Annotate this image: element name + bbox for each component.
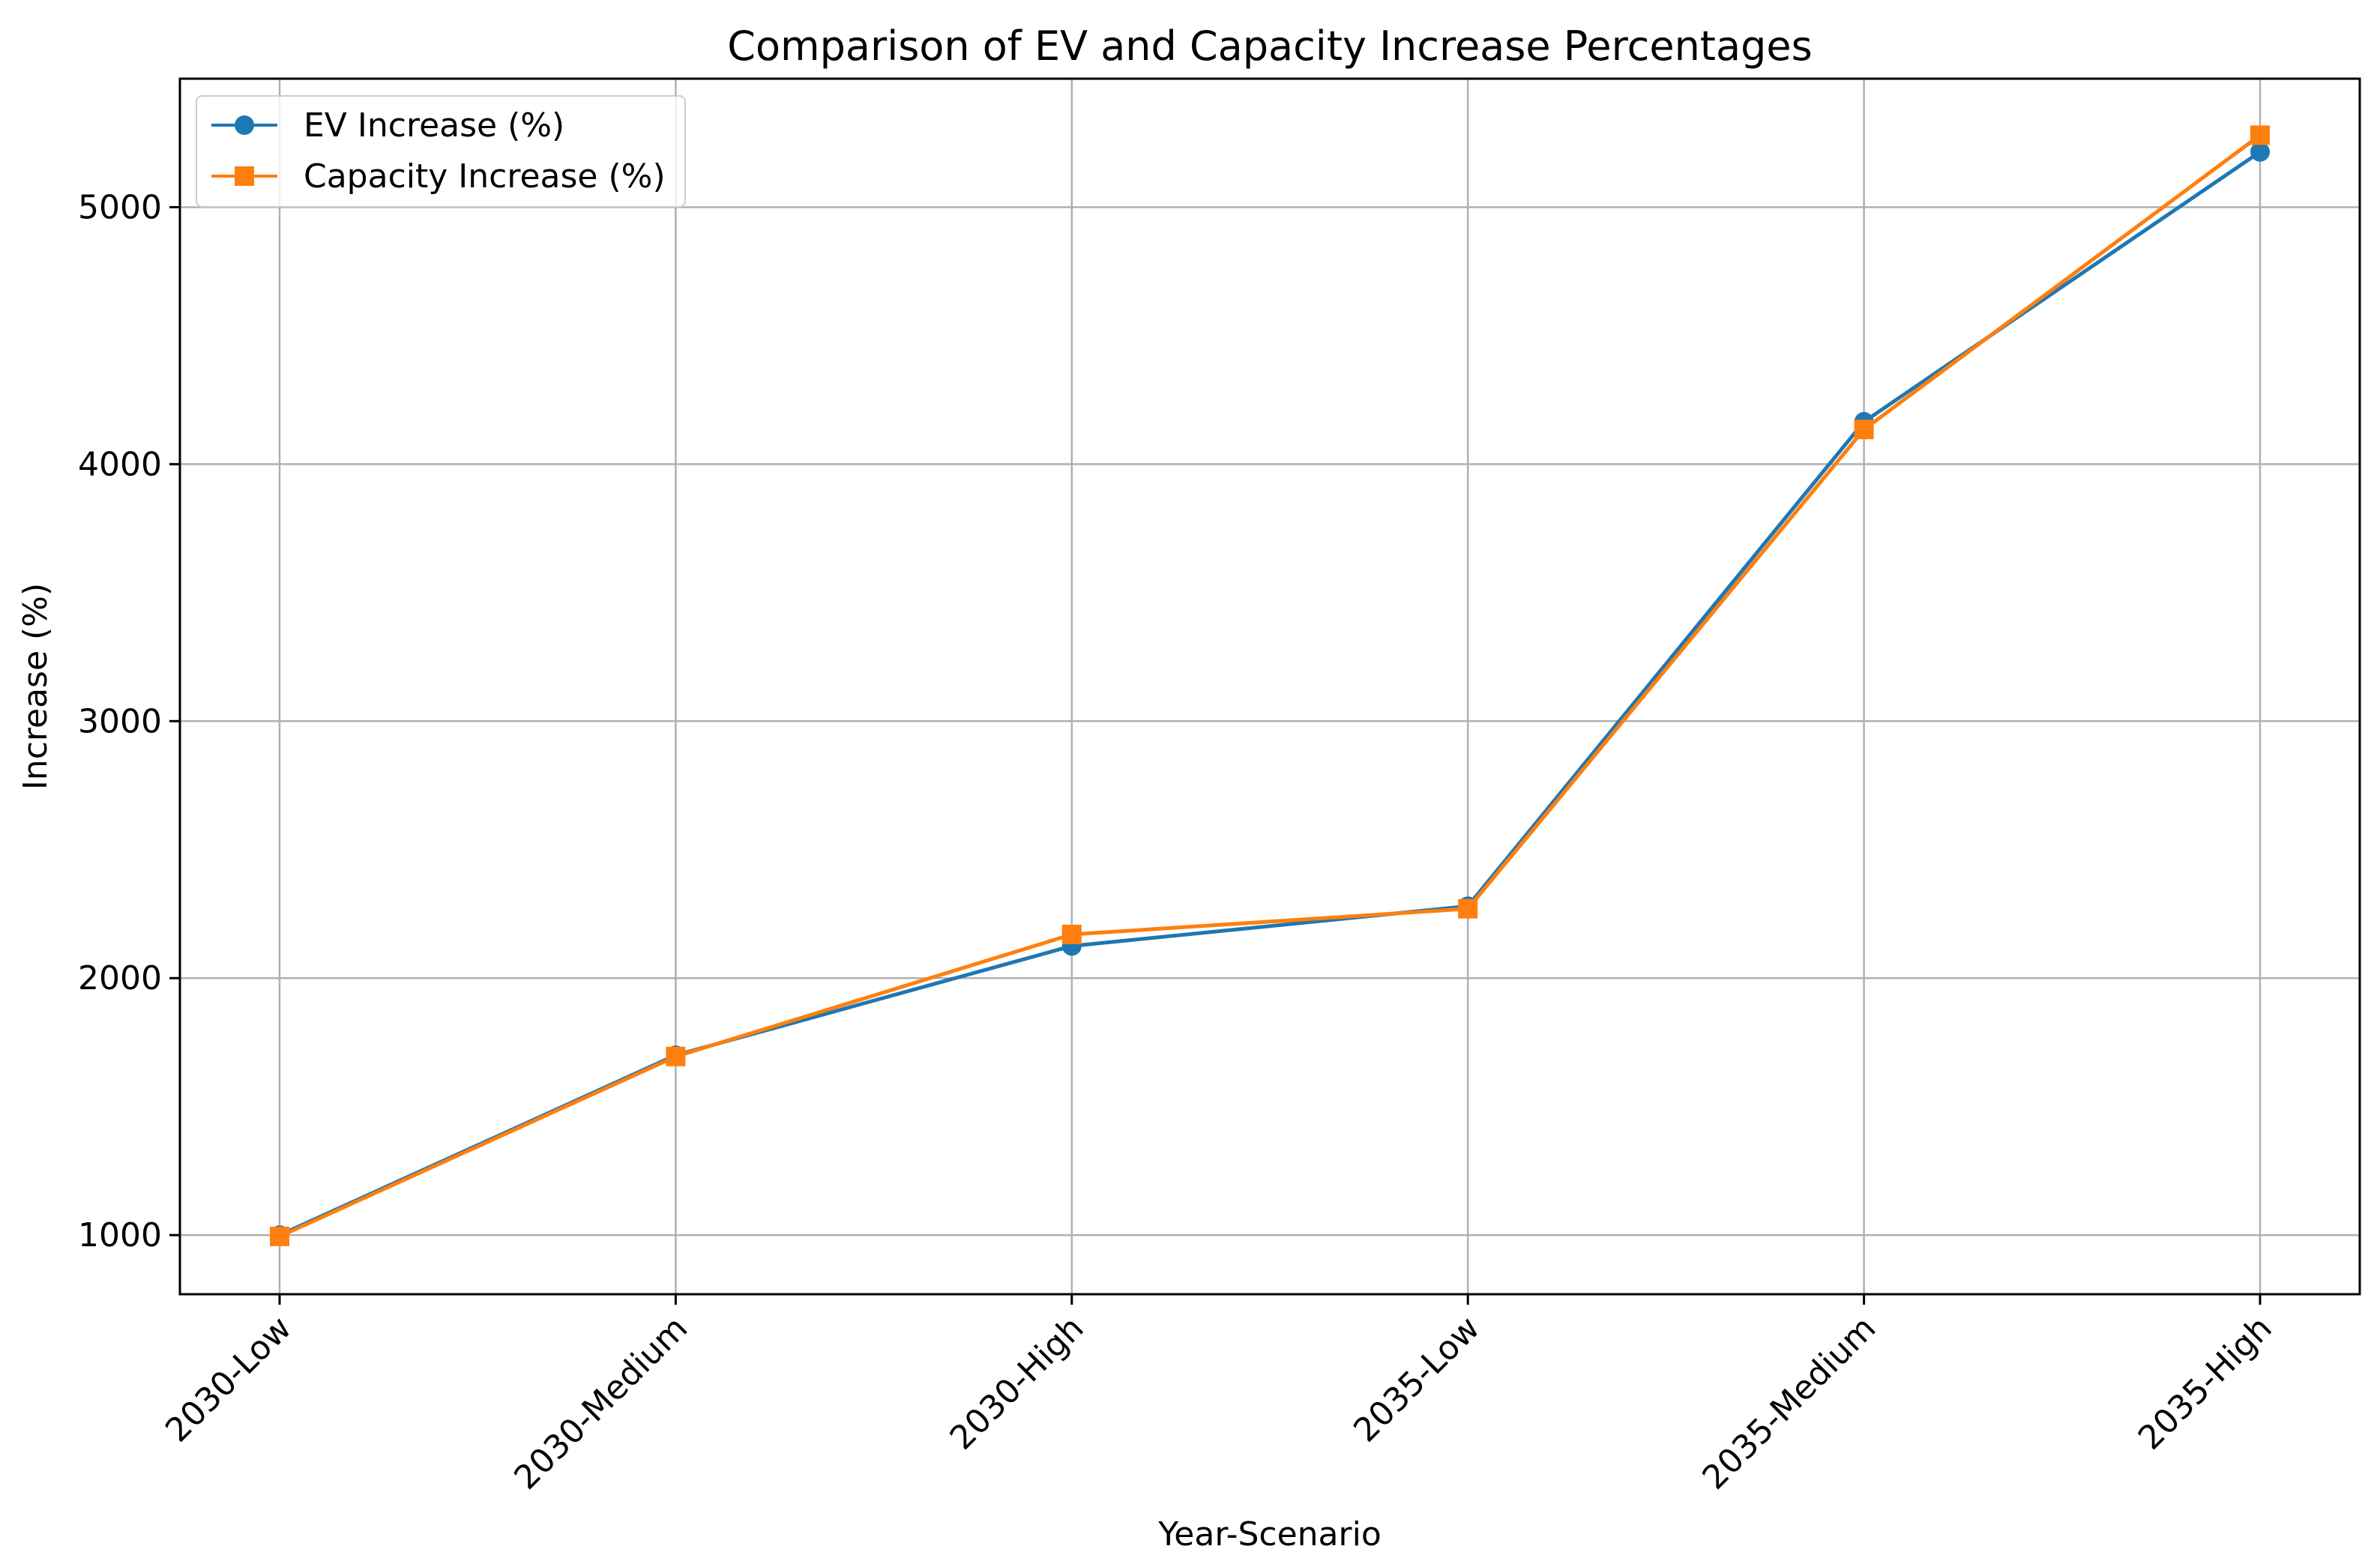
point-s1-1 xyxy=(666,1046,686,1066)
legend-label-ev: EV Increase (%) xyxy=(304,106,564,145)
series-layer xyxy=(270,125,2270,1246)
y-tick-label-3000: 3000 xyxy=(78,702,162,740)
legend-marker-ev xyxy=(235,115,254,135)
y-tick-label-5000: 5000 xyxy=(78,188,162,226)
y-tick-label-1000: 1000 xyxy=(78,1216,162,1254)
point-s1-3 xyxy=(1458,899,1478,919)
chart-title: Comparison of EV and Capacity Increase P… xyxy=(727,22,1812,70)
point-s1-2 xyxy=(1061,924,1082,944)
y-axis-ticks: 1000 2000 3000 4000 5000 xyxy=(78,188,180,1254)
legend-entry-capacity: Capacity Increase (%) xyxy=(211,157,666,196)
y-tick-label-4000: 4000 xyxy=(78,445,162,483)
legend-box xyxy=(196,95,686,208)
point-s1-4 xyxy=(1854,420,1874,440)
x-axis-title: Year-Scenario xyxy=(1157,1515,1382,1554)
legend: EV Increase (%) Capacity Increase (%) xyxy=(196,95,686,208)
y-tick-label-2000: 2000 xyxy=(78,959,162,997)
point-s1-0 xyxy=(270,1226,289,1246)
legend-marker-capacity xyxy=(235,166,254,186)
series-line-1 xyxy=(278,133,2262,1239)
point-s1-5 xyxy=(2250,125,2270,145)
y-axis-title: Increase (%) xyxy=(16,583,55,790)
point-s0-5 xyxy=(2250,142,2270,162)
legend-entry-ev: EV Increase (%) xyxy=(211,106,564,145)
legend-label-capacity: Capacity Increase (%) xyxy=(304,157,666,196)
plot-frame xyxy=(178,77,2361,1296)
